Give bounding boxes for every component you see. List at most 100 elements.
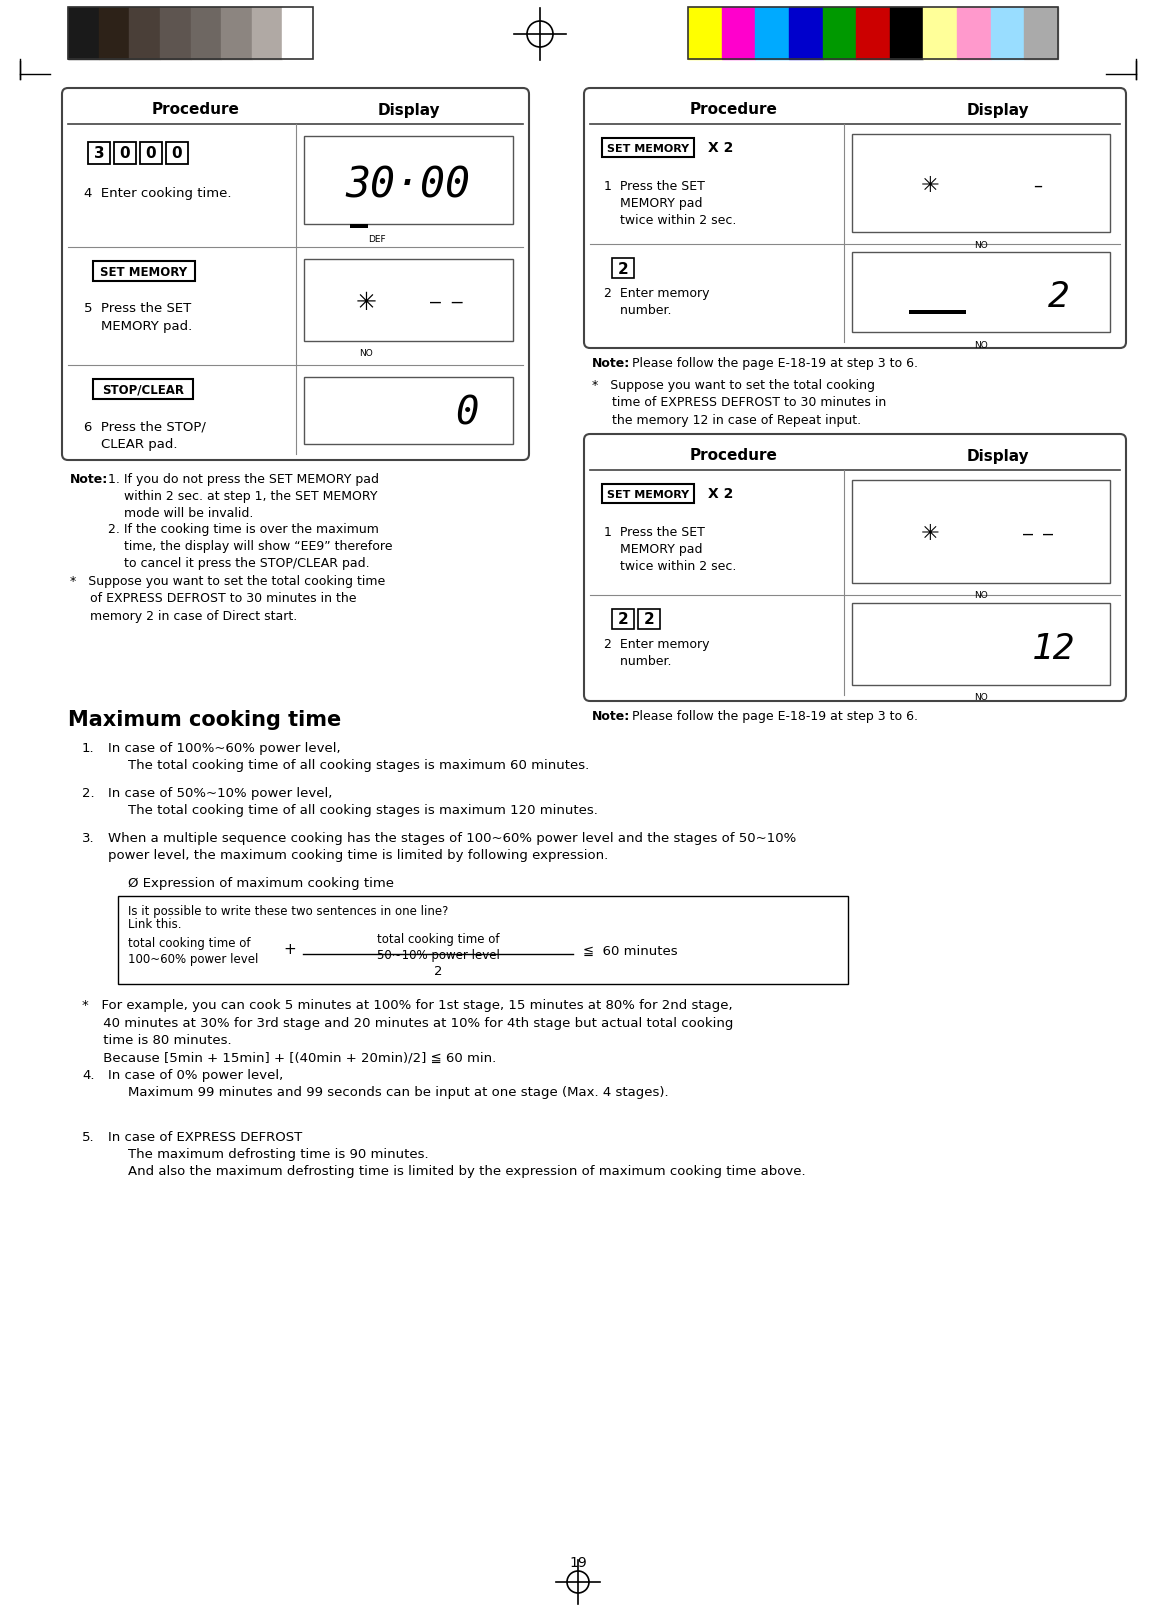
Bar bbox=[957, 8, 991, 59]
Text: 2.: 2. bbox=[82, 786, 95, 799]
Bar bbox=[755, 8, 788, 59]
Bar bbox=[909, 311, 965, 315]
Text: 12: 12 bbox=[1031, 632, 1075, 666]
Text: 2: 2 bbox=[644, 612, 654, 628]
Text: total cooking time of
100~60% power level: total cooking time of 100~60% power leve… bbox=[128, 936, 259, 966]
Text: 4.: 4. bbox=[82, 1069, 95, 1082]
Text: total cooking time of
50~10% power level: total cooking time of 50~10% power level bbox=[377, 933, 499, 961]
Bar bbox=[721, 8, 755, 59]
Text: 0: 0 bbox=[172, 146, 183, 162]
Text: *   Suppose you want to set the total cooking
     time of EXPRESS DEFROST to 30: * Suppose you want to set the total cook… bbox=[592, 379, 887, 427]
Text: ✳: ✳ bbox=[920, 177, 939, 196]
Bar bbox=[1024, 8, 1058, 59]
Text: NO: NO bbox=[975, 340, 988, 350]
Text: Procedure: Procedure bbox=[689, 448, 777, 464]
Text: Note:: Note: bbox=[592, 709, 630, 722]
Text: The total cooking time of all cooking stages is maximum 60 minutes.: The total cooking time of all cooking st… bbox=[128, 759, 590, 772]
Bar bbox=[68, 8, 313, 59]
Text: Please follow the page E-18-19 at step 3 to 6.: Please follow the page E-18-19 at step 3… bbox=[632, 356, 918, 369]
Text: 4  Enter cooking time.: 4 Enter cooking time. bbox=[84, 186, 231, 201]
Text: +: + bbox=[283, 942, 296, 957]
Text: power level, the maximum cooking time is limited by following expression.: power level, the maximum cooking time is… bbox=[108, 849, 608, 862]
Text: SET MEMORY: SET MEMORY bbox=[101, 265, 187, 278]
Bar bbox=[129, 8, 160, 59]
Bar bbox=[160, 8, 191, 59]
Text: 5.: 5. bbox=[82, 1130, 95, 1143]
Text: SET MEMORY: SET MEMORY bbox=[607, 143, 689, 154]
Text: Is it possible to write these two sentences in one line?: Is it possible to write these two senten… bbox=[128, 905, 449, 918]
Bar bbox=[852, 482, 1110, 584]
Text: 2: 2 bbox=[1047, 279, 1069, 315]
Text: Display: Display bbox=[966, 103, 1029, 117]
Bar bbox=[612, 258, 633, 279]
Bar bbox=[602, 485, 694, 504]
Bar bbox=[602, 140, 694, 157]
Text: Procedure: Procedure bbox=[151, 103, 239, 117]
Text: *   For example, you can cook 5 minutes at 100% for 1st stage, 15 minutes at 80%: * For example, you can cook 5 minutes at… bbox=[82, 998, 733, 1064]
Bar bbox=[638, 610, 660, 629]
Text: 0: 0 bbox=[455, 395, 479, 432]
Text: Maximum 99 minutes and 99 seconds can be input at one stage (Max. 4 stages).: Maximum 99 minutes and 99 seconds can be… bbox=[128, 1085, 668, 1098]
Text: 1. If you do not press the SET MEMORY pad
    within 2 sec. at step 1, the SET M: 1. If you do not press the SET MEMORY pa… bbox=[108, 473, 379, 520]
Text: NO: NO bbox=[975, 693, 988, 701]
Text: – –: – – bbox=[430, 294, 462, 311]
Bar bbox=[852, 603, 1110, 685]
Text: Please follow the page E-18-19 at step 3 to 6.: Please follow the page E-18-19 at step 3… bbox=[632, 709, 918, 722]
Text: 6  Press the STOP/
    CLEAR pad.: 6 Press the STOP/ CLEAR pad. bbox=[84, 421, 206, 451]
Text: NO: NO bbox=[975, 591, 988, 600]
Text: 1.: 1. bbox=[82, 742, 95, 754]
Bar bbox=[924, 8, 957, 59]
Text: *   Suppose you want to set the total cooking time
     of EXPRESS DEFROST to 30: * Suppose you want to set the total cook… bbox=[71, 575, 385, 623]
FancyBboxPatch shape bbox=[584, 88, 1126, 348]
Bar bbox=[166, 143, 188, 165]
Text: DEF: DEF bbox=[368, 234, 386, 244]
Text: X 2: X 2 bbox=[707, 488, 733, 501]
Bar bbox=[92, 262, 195, 282]
Text: ≦  60 minutes: ≦ 60 minutes bbox=[583, 944, 677, 958]
Bar bbox=[857, 8, 890, 59]
Text: STOP/CLEAR: STOP/CLEAR bbox=[102, 384, 184, 396]
Bar bbox=[890, 8, 924, 59]
Text: Note:: Note: bbox=[592, 356, 630, 369]
Text: 3.: 3. bbox=[82, 831, 95, 844]
Bar bbox=[823, 8, 857, 59]
Text: In case of 50%~10% power level,: In case of 50%~10% power level, bbox=[108, 786, 333, 799]
Text: When a multiple sequence cooking has the stages of 100~60% power level and the s: When a multiple sequence cooking has the… bbox=[108, 831, 796, 844]
Text: In case of EXPRESS DEFROST: In case of EXPRESS DEFROST bbox=[108, 1130, 302, 1143]
Bar bbox=[349, 225, 368, 230]
Text: The maximum defrosting time is 90 minutes.
And also the maximum defrosting time : The maximum defrosting time is 90 minute… bbox=[128, 1148, 806, 1178]
Text: Link this.: Link this. bbox=[128, 918, 181, 931]
Bar bbox=[852, 135, 1110, 233]
Text: – –: – – bbox=[1023, 525, 1053, 542]
Text: Note:: Note: bbox=[71, 473, 109, 486]
Text: NO: NO bbox=[975, 241, 988, 249]
Text: ✳: ✳ bbox=[356, 291, 377, 315]
Bar bbox=[140, 143, 162, 165]
Bar bbox=[612, 610, 633, 629]
Bar bbox=[252, 8, 282, 59]
Text: 0: 0 bbox=[120, 146, 131, 162]
Text: 3: 3 bbox=[94, 146, 104, 162]
Text: In case of 100%~60% power level,: In case of 100%~60% power level, bbox=[108, 742, 341, 754]
Bar bbox=[282, 8, 313, 59]
Bar bbox=[92, 380, 193, 400]
Text: X 2: X 2 bbox=[707, 141, 733, 156]
Text: 1  Press the SET
    MEMORY pad
    twice within 2 sec.: 1 Press the SET MEMORY pad twice within … bbox=[603, 180, 736, 226]
Text: 1  Press the SET
    MEMORY pad
    twice within 2 sec.: 1 Press the SET MEMORY pad twice within … bbox=[603, 526, 736, 573]
Text: ✳: ✳ bbox=[920, 525, 939, 544]
Text: Display: Display bbox=[378, 103, 440, 117]
Bar bbox=[68, 8, 98, 59]
Bar bbox=[88, 143, 110, 165]
Text: 2: 2 bbox=[617, 612, 629, 628]
FancyBboxPatch shape bbox=[62, 88, 529, 461]
Text: 19: 19 bbox=[569, 1555, 587, 1570]
FancyBboxPatch shape bbox=[584, 435, 1126, 701]
Text: Display: Display bbox=[966, 448, 1029, 464]
Bar bbox=[304, 260, 513, 342]
Text: 5  Press the SET
    MEMORY pad.: 5 Press the SET MEMORY pad. bbox=[84, 302, 192, 332]
Text: 2  Enter memory
    number.: 2 Enter memory number. bbox=[603, 287, 710, 316]
Bar bbox=[191, 8, 221, 59]
Text: Procedure: Procedure bbox=[689, 103, 777, 117]
Text: 2: 2 bbox=[617, 262, 629, 276]
Text: –: – bbox=[1033, 177, 1043, 194]
